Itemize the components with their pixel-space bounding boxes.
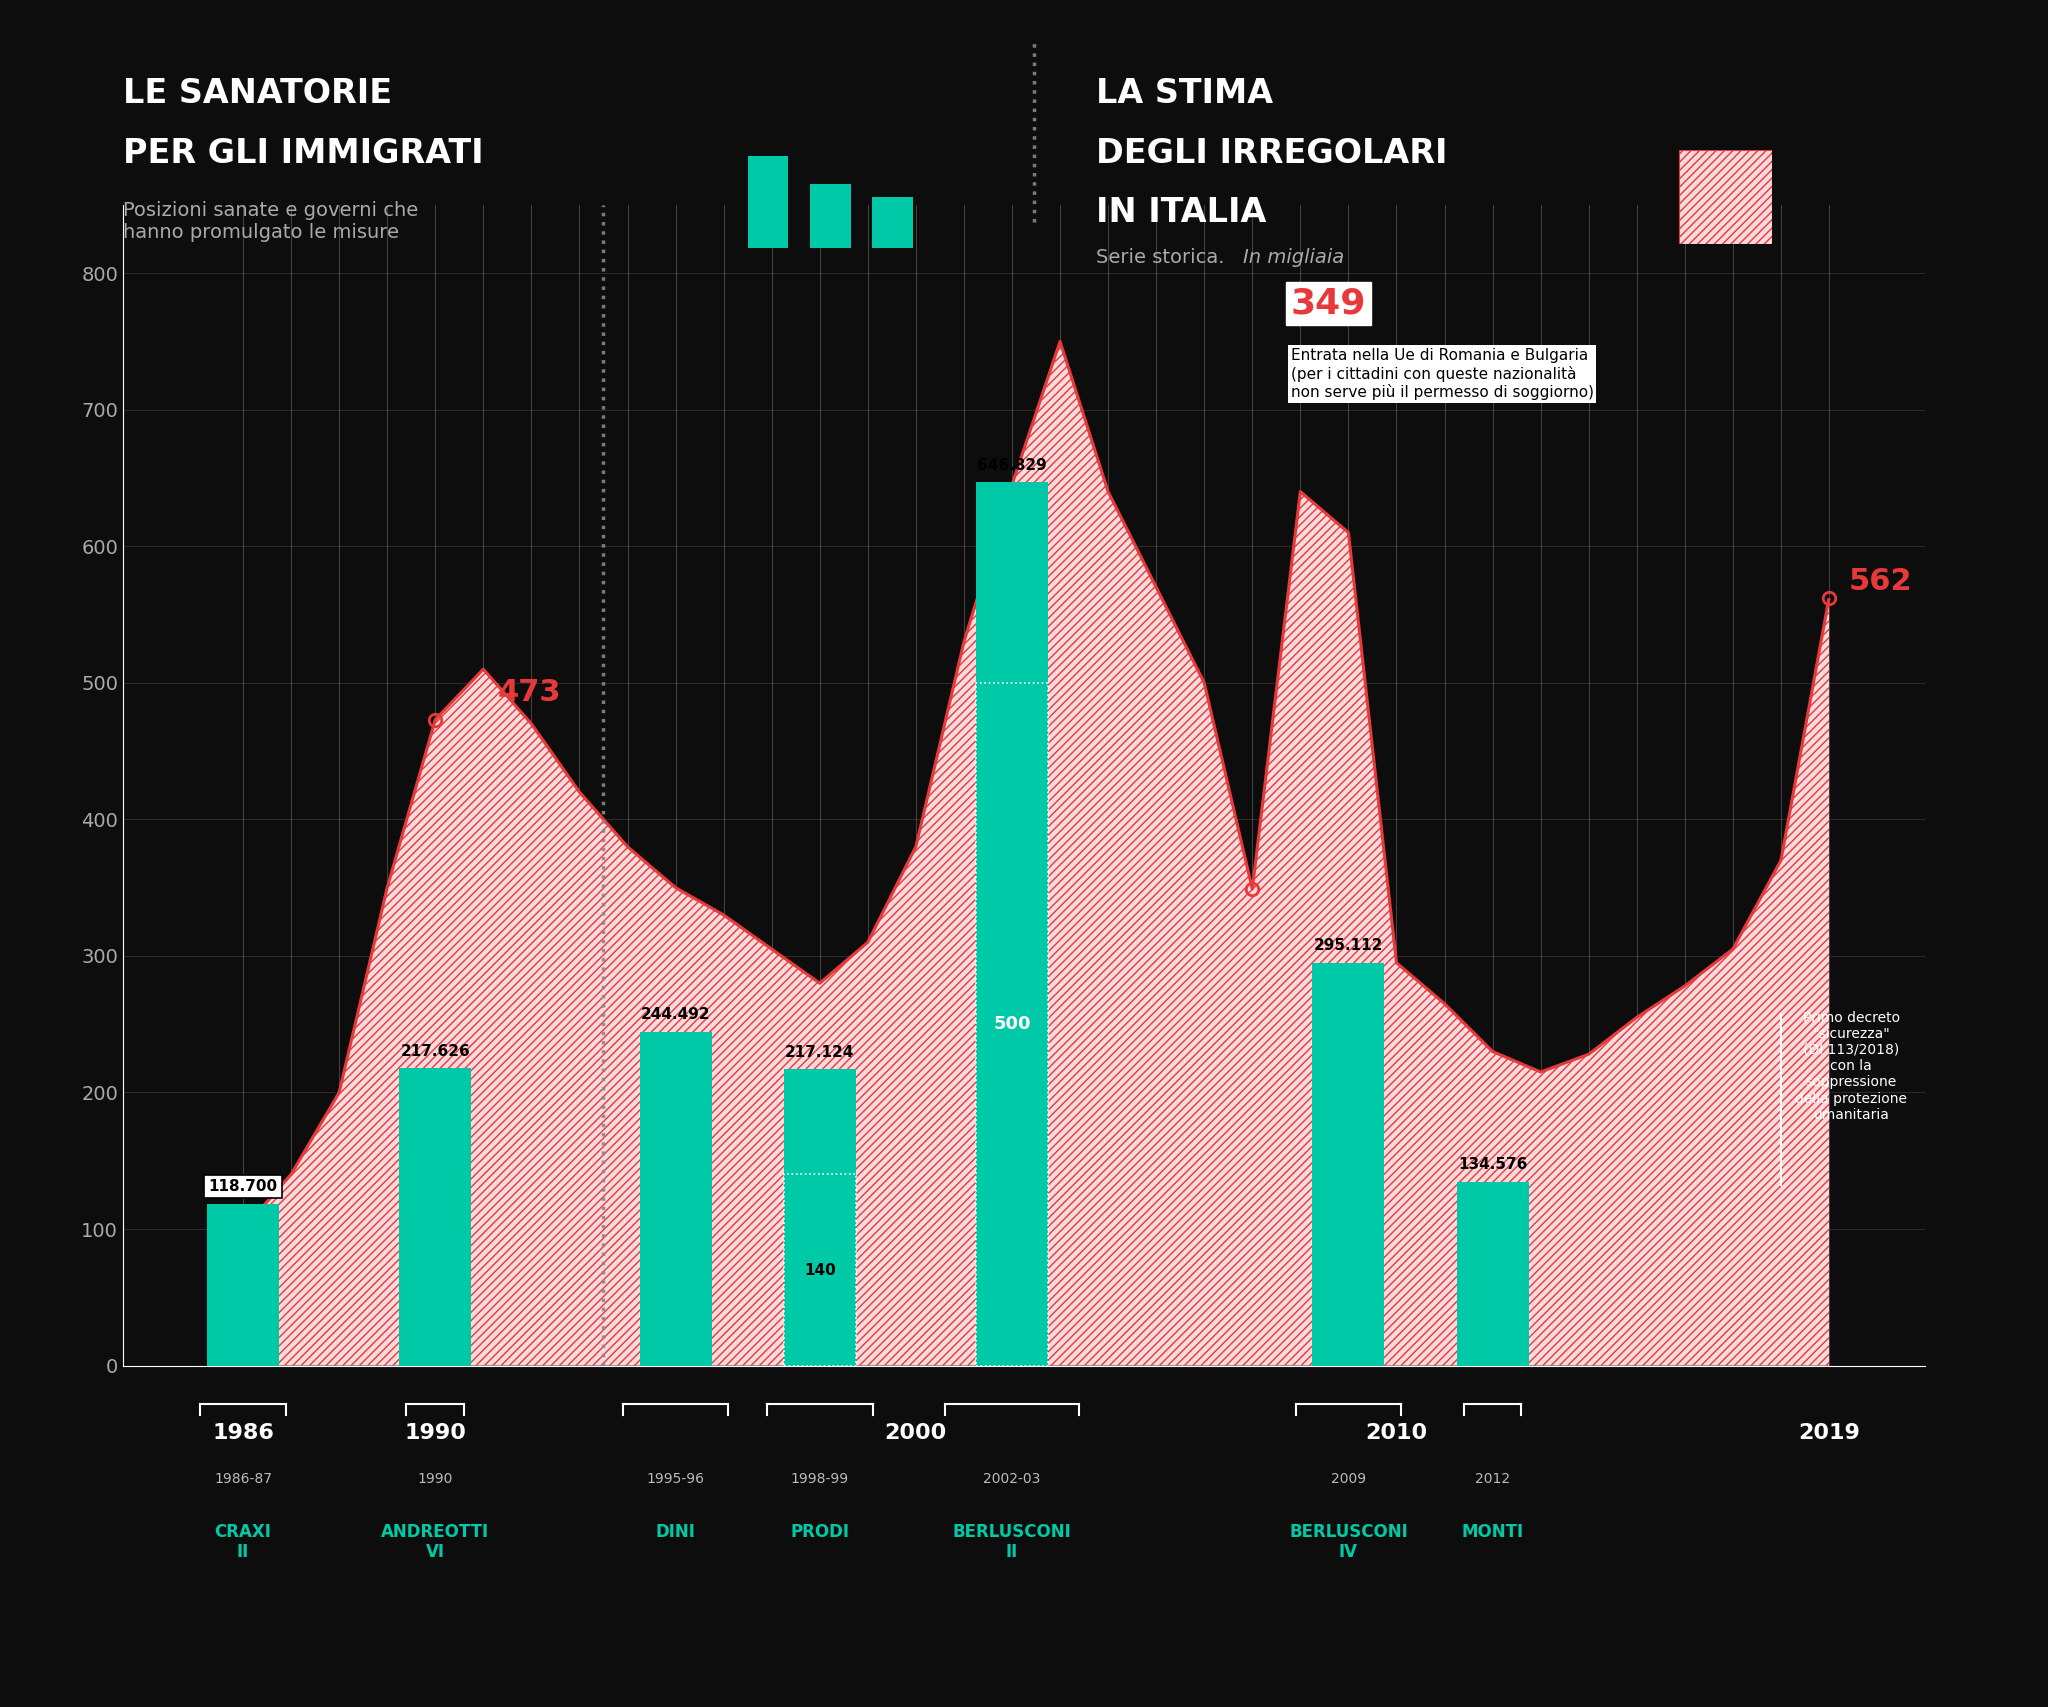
Bar [399,1069,471,1366]
Text: 244.492: 244.492 [641,1007,711,1022]
Text: 118.700: 118.700 [209,1180,279,1193]
Text: 1986-87: 1986-87 [215,1471,272,1487]
Text: 1986: 1986 [213,1424,274,1442]
Text: DEGLI IRREGOLARI: DEGLI IRREGOLARI [1096,137,1448,169]
Text: 140: 140 [805,1263,836,1277]
Text: 1990: 1990 [403,1424,467,1442]
Text: BERLUSCONI
II: BERLUSCONI II [952,1523,1071,1562]
Text: LA STIMA: LA STIMA [1096,77,1272,109]
Text: CRAXI
II: CRAXI II [215,1523,272,1562]
Text: 349: 349 [1290,287,1366,321]
Text: 562: 562 [1847,567,1913,596]
Text: LE SANATORIE: LE SANATORIE [123,77,391,109]
Text: 646.829: 646.829 [977,457,1047,473]
Text: 2012: 2012 [1475,1471,1509,1487]
Text: PRODI: PRODI [791,1523,850,1541]
Text: 2009: 2009 [1331,1471,1366,1487]
Bar [1313,963,1384,1366]
Text: 2000: 2000 [885,1424,946,1442]
Text: Serie storica.: Serie storica. [1096,248,1231,266]
Text: MONTI: MONTI [1462,1523,1524,1541]
Text: In migliaia: In migliaia [1243,248,1343,266]
Bar [207,1203,279,1366]
Text: BERLUSCONI
IV: BERLUSCONI IV [1288,1523,1407,1562]
Text: 500: 500 [993,1016,1030,1033]
Text: Entrata nella Ue di Romania e Bulgaria
(per i cittadini con queste nazionalità
n: Entrata nella Ue di Romania e Bulgaria (… [1290,348,1593,401]
Text: 217.124: 217.124 [784,1045,854,1060]
Bar [811,184,850,248]
Text: 2002-03: 2002-03 [983,1471,1040,1487]
Text: Primo decreto
"sicurezza"
(Dl 113/2018)
con la
soppressione
della protezione
uma: Primo decreto "sicurezza" (Dl 113/2018) … [1796,1011,1907,1121]
Bar [977,483,1049,1366]
Text: 1990: 1990 [418,1471,453,1487]
Bar [748,155,788,248]
Bar [784,1069,856,1366]
Text: 2019: 2019 [1798,1424,1860,1442]
Text: 217.626: 217.626 [401,1045,471,1058]
Text: 118.700: 118.700 [209,1180,279,1193]
Bar [639,1031,711,1366]
Text: 2010: 2010 [1366,1424,1427,1442]
Text: DINI: DINI [655,1523,696,1541]
Text: PER GLI IMMIGRATI: PER GLI IMMIGRATI [123,137,483,169]
Text: 1995-96: 1995-96 [647,1471,705,1487]
Text: 134.576: 134.576 [1458,1157,1528,1173]
Text: 1998-99: 1998-99 [791,1471,848,1487]
Bar [1456,1181,1528,1366]
Text: 473: 473 [498,678,561,707]
Text: Posizioni sanate e governi che
hanno promulgato le misure: Posizioni sanate e governi che hanno pro… [123,201,418,242]
Text: ANDREOTTI
VI: ANDREOTTI VI [381,1523,489,1562]
Bar [872,198,913,248]
Text: 295.112: 295.112 [1313,939,1382,953]
Text: IN ITALIA: IN ITALIA [1096,196,1266,229]
